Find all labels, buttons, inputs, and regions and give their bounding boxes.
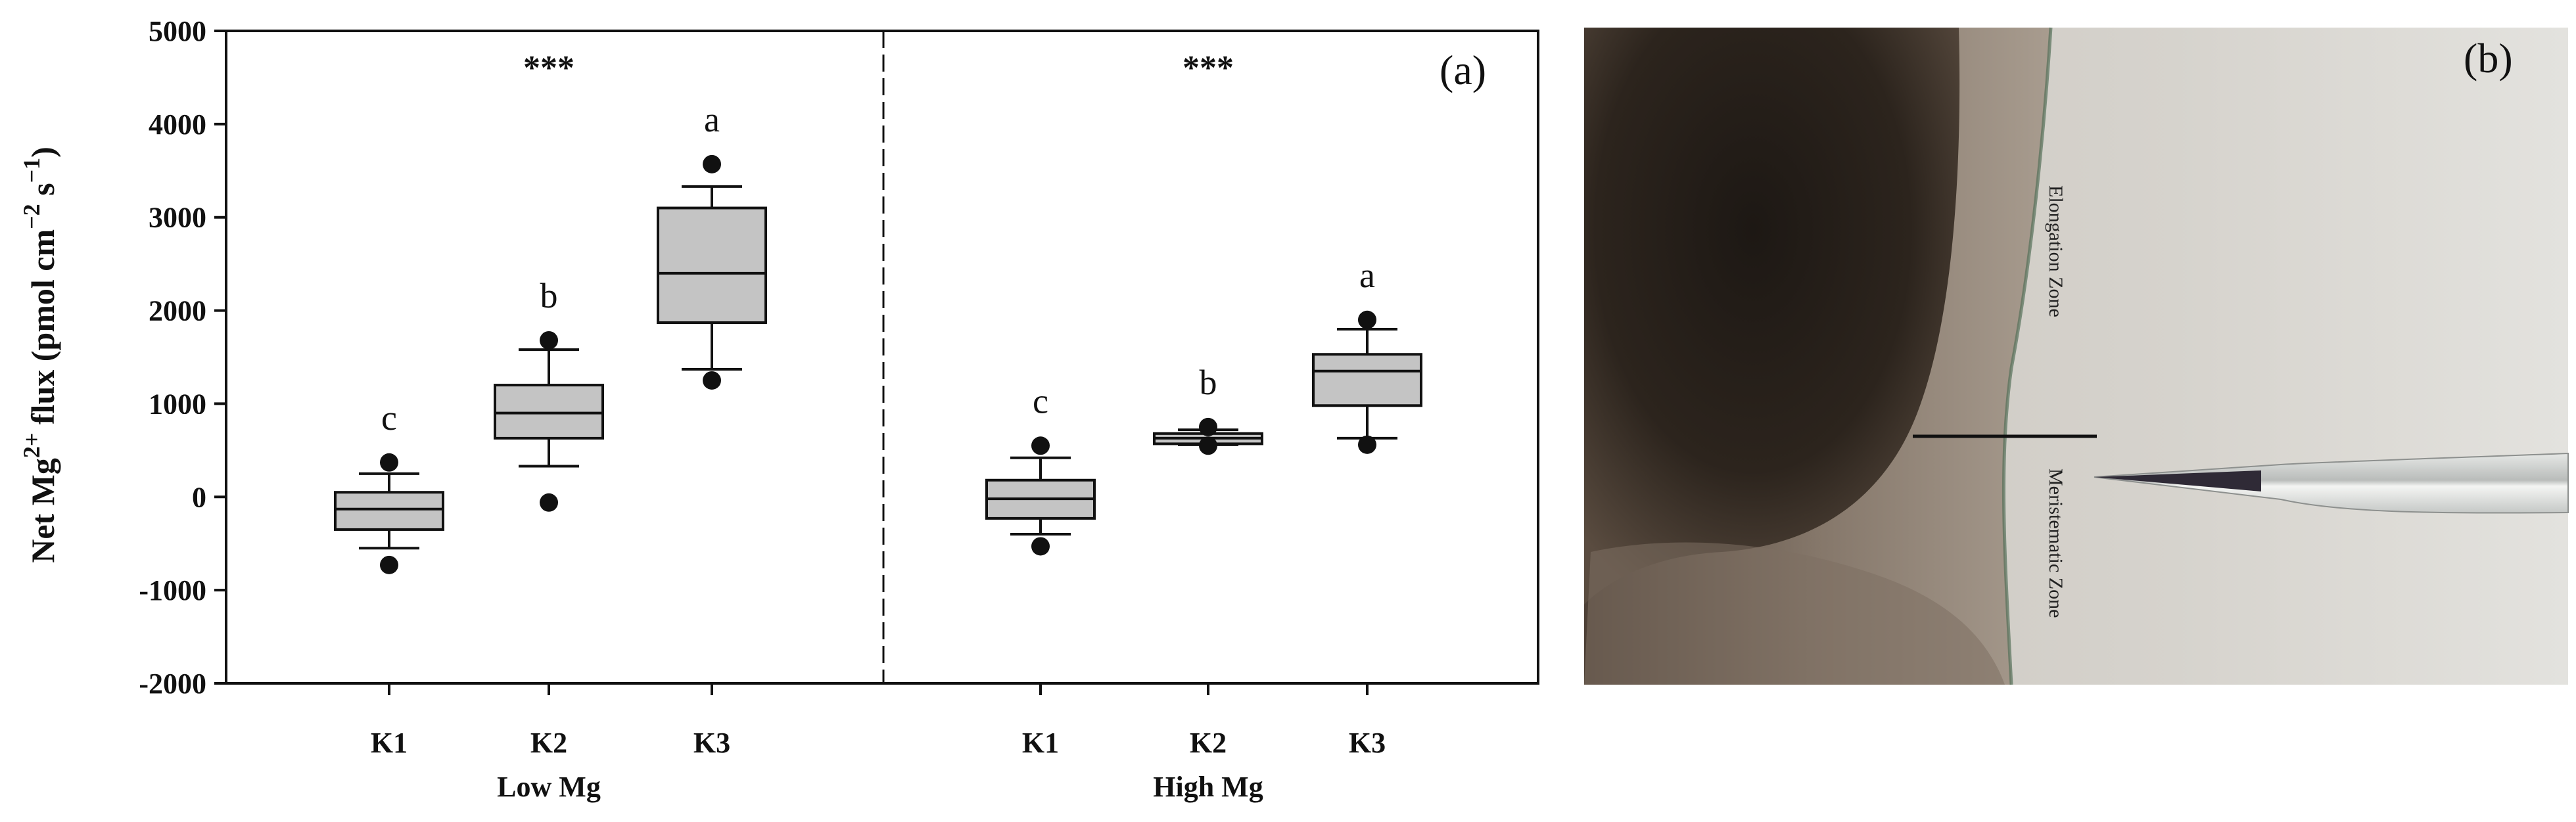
root-micrograph-panel: Elongation Zone Meristematic Zone (b) xyxy=(1584,27,2569,685)
box-low-mg-k3: a xyxy=(657,100,767,390)
outlier-point xyxy=(1199,417,1217,436)
root-stele xyxy=(1584,28,1960,605)
box-body xyxy=(494,384,604,440)
outlier-point xyxy=(380,555,398,574)
outlier-point xyxy=(1031,436,1050,455)
ylabel-exp-2: −1 xyxy=(18,158,45,183)
significance-marker: *** xyxy=(523,49,574,87)
y-axis: -2000 -1000 0 1000 2000 3000 4000 5000 xyxy=(139,15,226,700)
ylabel-s: s xyxy=(24,183,61,204)
plot-frame xyxy=(225,30,1539,685)
outlier-point xyxy=(703,154,721,173)
outlier-point xyxy=(540,331,558,350)
y-tick-label: 0 xyxy=(192,481,206,513)
root-epidermis xyxy=(2002,27,2053,685)
box-plot-panel: (a) -2000 -1000 0 1000 2000 3000 4000 5000 *** c… xyxy=(18,15,1539,803)
ylabel-suffix: ) xyxy=(24,147,61,158)
x-tick-label: K3 xyxy=(1349,727,1386,759)
outlier-point xyxy=(1031,537,1050,556)
outlier-point xyxy=(540,493,558,512)
ylabel-superscript: 2+ xyxy=(18,433,45,459)
box-series: *** c b a *** c b a xyxy=(334,49,1422,574)
zone-lower-label: Meristematic Zone xyxy=(2045,468,2067,618)
x-tick-label: K1 xyxy=(1022,727,1059,759)
y-tick-label: 4000 xyxy=(149,108,206,141)
y-tick-label: 5000 xyxy=(149,15,206,47)
group-label: Low Mg xyxy=(497,771,601,803)
significance-letter: b xyxy=(540,276,558,315)
outlier-point xyxy=(1358,310,1376,329)
zone-upper-label: Elongation Zone xyxy=(2045,185,2067,317)
box-low-mg-k2: b xyxy=(494,276,604,512)
significance-letter: a xyxy=(704,100,720,139)
box-body xyxy=(657,206,767,325)
x-axis: Low Mg K1 K2 K3 High Mg K1 K2 K3 xyxy=(371,683,1386,803)
microelectrode-tip xyxy=(2094,470,2261,491)
y-tick-label: 2000 xyxy=(149,295,206,327)
ylabel-prefix: Net Mg xyxy=(24,458,61,563)
box-body xyxy=(334,491,444,531)
significance-letter: b xyxy=(1200,363,1217,402)
outlier-point xyxy=(380,453,398,472)
x-tick-label: K2 xyxy=(530,727,567,759)
x-tick-label: K1 xyxy=(371,727,408,759)
box-high-mg-k1: c xyxy=(985,381,1096,556)
significance-letter: c xyxy=(1033,381,1048,421)
y-tick-label: 1000 xyxy=(149,388,206,420)
panel-b-label: (b) xyxy=(2464,35,2513,81)
panel-a-label: (a) xyxy=(1440,47,1486,93)
y-tick-label: 3000 xyxy=(149,202,206,234)
group-label: High Mg xyxy=(1153,771,1263,803)
ylabel-middle: flux (pmol cm xyxy=(24,229,61,433)
outlier-point xyxy=(703,371,721,390)
significance-letter: a xyxy=(1359,256,1375,295)
outlier-point xyxy=(1358,435,1376,454)
ylabel-exp-1: −2 xyxy=(18,204,45,229)
y-tick-label: -2000 xyxy=(139,668,206,700)
box-high-mg-k2: b xyxy=(1153,363,1263,455)
box-high-mg-k3: a xyxy=(1312,256,1422,454)
outlier-point xyxy=(1199,436,1217,455)
y-axis-label: Net Mg2+ flux (pmol cm−2 s−1) xyxy=(18,147,61,563)
significance-letter: c xyxy=(381,398,397,438)
microelectrode xyxy=(2094,452,2569,514)
box-low-mg-k1: c xyxy=(334,398,444,574)
box-body xyxy=(1312,353,1422,407)
x-tick-label: K2 xyxy=(1190,727,1227,759)
y-tick-label: -1000 xyxy=(139,574,206,606)
x-tick-label: K3 xyxy=(693,727,730,759)
root-cap-region xyxy=(1584,542,2005,685)
significance-marker: *** xyxy=(1183,49,1234,87)
